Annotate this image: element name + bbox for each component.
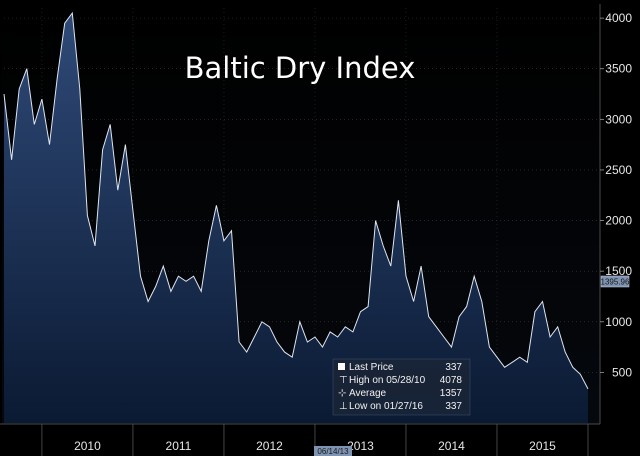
x-tick-label-2015: 2015: [529, 439, 556, 453]
current-value-tag-text: 1395.96: [601, 278, 630, 287]
legend-low-marker: ⊥: [339, 401, 348, 412]
y-tick-label-2000: 2000: [605, 214, 632, 228]
chart-title: Baltic Dry Index: [185, 51, 416, 85]
legend-label-0: Last Price: [349, 362, 394, 373]
y-tick-label-1000: 1000: [605, 315, 632, 329]
y-axis: 500 1000 1500 2000 2500 3000 3500 4000: [599, 4, 632, 424]
y-tick-label-2500: 2500: [605, 163, 632, 177]
date-tag-text: 06/14/13: [317, 447, 349, 456]
legend-label-1: High on 05/28/10: [349, 375, 426, 386]
legend-value-3: 337: [445, 401, 462, 412]
legend-high-marker: ⊤: [339, 375, 348, 386]
y-tick-label-3500: 3500: [605, 62, 632, 76]
y-tick-label-500: 500: [612, 365, 632, 379]
legend-box: [332, 358, 471, 416]
y-tick-label-4000: 4000: [605, 11, 632, 25]
y-tick-label-1500: 1500: [605, 264, 632, 278]
current-value-tag: 1395.96: [600, 275, 630, 288]
legend-label-2: Average: [349, 388, 387, 399]
legend-value-0: 337: [445, 362, 462, 373]
legend-swatch-last-price: [338, 363, 345, 370]
series-area: [4, 13, 588, 423]
x-tick-label-2012: 2012: [256, 439, 283, 453]
y-tick-label-3000: 3000: [605, 112, 632, 126]
date-tag-box: [314, 446, 352, 456]
x-tick-label-2011: 2011: [166, 439, 192, 453]
legend-average-marker: ⊹: [338, 388, 346, 399]
legend: Last Price 337 ⊤ High on 05/28/10 4078 ⊹…: [332, 358, 471, 416]
series-line: [3, 11, 589, 390]
x-tick-label-2010: 2010: [74, 439, 101, 453]
legend-label-3: Low on 01/27/16: [349, 401, 423, 412]
current-value-tag-box: [600, 275, 630, 288]
date-tag: 06/14/13: [314, 446, 352, 456]
x-tick-label-2014: 2014: [438, 439, 465, 453]
legend-value-2: 1357: [440, 388, 463, 399]
x-tick-label-2013: 2013: [347, 439, 374, 453]
legend-value-1: 4078: [440, 375, 463, 386]
